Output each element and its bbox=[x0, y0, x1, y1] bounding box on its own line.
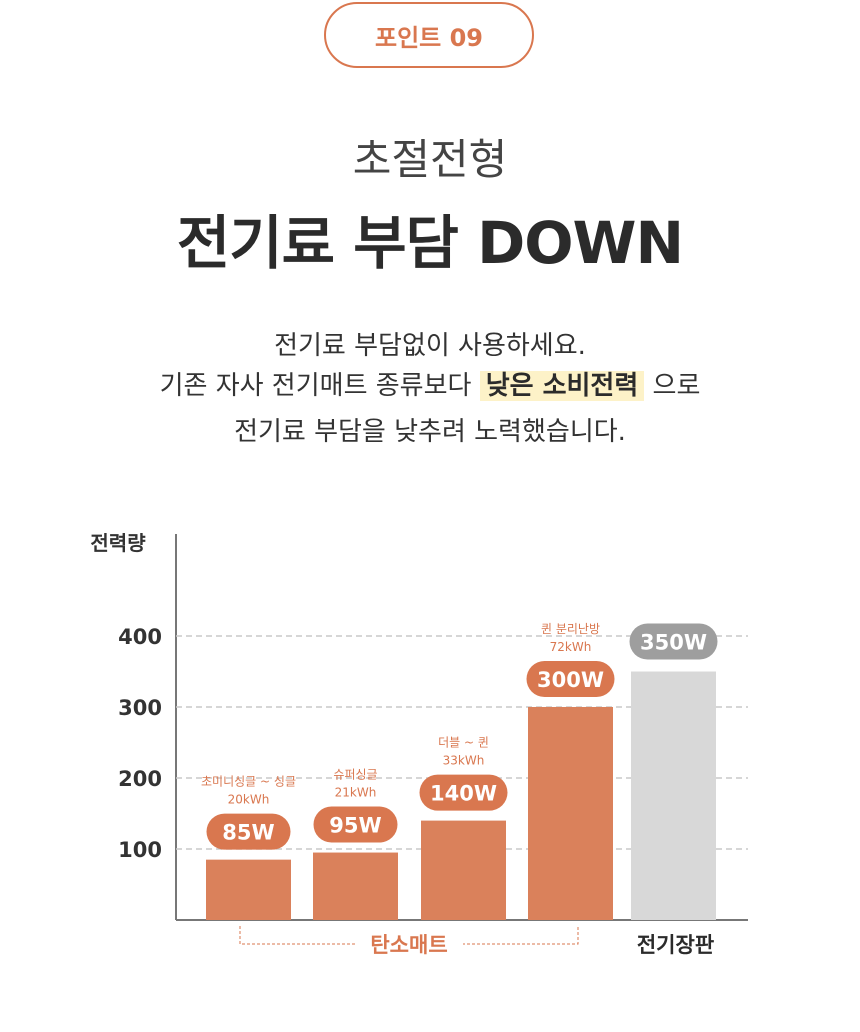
group-label-background bbox=[355, 930, 463, 958]
point-badge-label: 포인트 09 bbox=[375, 23, 483, 52]
y-tick-400: 400 bbox=[118, 625, 162, 649]
bar-1 bbox=[206, 859, 291, 920]
group-label-carbon-mat: 탄소매트 bbox=[370, 933, 447, 957]
bar-value-label-3: 140W bbox=[430, 782, 497, 806]
y-axis-label: 전력량 bbox=[90, 531, 146, 555]
description-line-3: 전기료 부담을 낮추려 노력했습니다. bbox=[0, 412, 860, 452]
headline: 전기료 부담 DOWN bbox=[176, 209, 684, 277]
bars bbox=[206, 671, 716, 920]
bar-4 bbox=[528, 707, 613, 920]
y-tick-100: 100 bbox=[118, 838, 162, 862]
description-line-2-after: 으로 bbox=[652, 371, 701, 401]
bar-product-label-2: 슈퍼싱글 bbox=[333, 768, 377, 782]
bar-energy-label-4: 72kWh bbox=[550, 640, 592, 654]
description-line-2: 기존 자사 전기매트 종류보다 낮은 소비전력 으로 bbox=[0, 366, 860, 406]
bar-product-label-3: 더블 ~ 퀸 bbox=[438, 736, 489, 750]
description-line-3-text: 전기료 부담을 낮추려 노력했습니다. bbox=[234, 417, 626, 447]
bar-energy-label-3: 33kWh bbox=[443, 754, 485, 768]
description-highlight: 낮은 소비전력 bbox=[479, 371, 645, 401]
description-line-1-text: 전기료 부담없이 사용하세요. bbox=[274, 331, 586, 361]
bar-value-pill-3 bbox=[419, 774, 508, 811]
bar-3 bbox=[421, 820, 506, 920]
bar-value-label-1: 85W bbox=[222, 821, 274, 845]
power-consumption-chart: 전력량 100 200 300 400 85W 초미니싱글 ~ 싱글 20kWh 95W 슈퍼… bbox=[90, 531, 748, 958]
subtitle: 초절전형 bbox=[352, 135, 508, 184]
bar-value-label-4: 300W bbox=[537, 668, 604, 692]
y-tick-labels: 100 200 300 400 bbox=[118, 625, 162, 862]
bar-energy-label-2: 21kWh bbox=[335, 786, 377, 800]
bar-value-pill-5 bbox=[629, 623, 718, 660]
y-tick-300: 300 bbox=[118, 696, 162, 720]
point-badge: 포인트 09 bbox=[324, 2, 534, 68]
bar-energy-label-1: 20kWh bbox=[228, 793, 270, 807]
bar-product-label-4: 퀸 분리난방 bbox=[541, 622, 600, 636]
bar-value-label-5: 350W bbox=[640, 631, 707, 655]
description-line-2-before: 기존 자사 전기매트 종류보다 bbox=[159, 371, 472, 401]
bar-5 bbox=[631, 671, 716, 920]
y-tick-200: 200 bbox=[118, 767, 162, 791]
bar-labels: 85W 초미니싱글 ~ 싱글 20kWh 95W 슈퍼싱글 21kWh 140W 더블 ~ 퀸… bbox=[201, 622, 718, 850]
bar-product-label-1: 초미니싱글 ~ 싱글 bbox=[201, 775, 296, 789]
bar-2 bbox=[313, 852, 398, 920]
bar-value-pill-4 bbox=[526, 661, 615, 697]
group-label-electric-pad: 전기장판 bbox=[637, 933, 714, 957]
bar-value-pill-1 bbox=[206, 813, 291, 850]
bar-value-label-2: 95W bbox=[329, 814, 381, 838]
description-line-1: 전기료 부담없이 사용하세요. bbox=[0, 326, 860, 366]
bar-value-pill-2 bbox=[313, 806, 398, 843]
